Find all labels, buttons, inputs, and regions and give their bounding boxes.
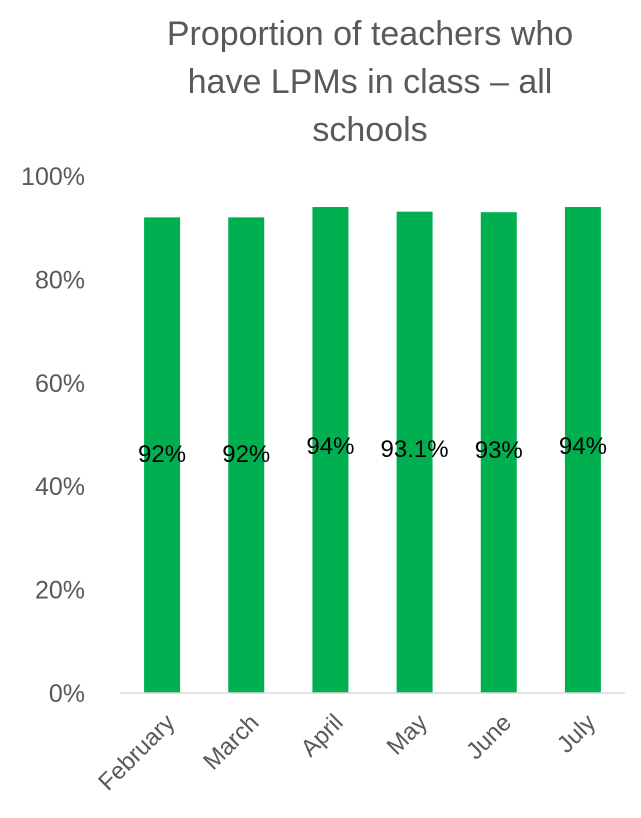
bar [480,212,517,693]
data-labels: 92% 92% 94% 93.1% 93% 94% [138,433,607,468]
chart-title-line-3: schools [312,111,428,149]
chart-title-line-1: Proportion of teachers who [166,15,574,53]
bar [228,217,265,694]
data-label: 93.1% [381,436,449,463]
data-label: 93% [475,437,523,464]
y-tick-label: 20% [35,577,85,605]
bar [396,211,433,693]
data-label: 94% [559,433,607,460]
data-label: 92% [138,441,186,468]
y-tick-label: 0% [49,680,85,708]
x-tick-label: March [198,709,264,775]
x-tick-label: February [93,709,180,796]
y-tick-label: 60% [35,370,85,398]
data-label: 94% [306,433,354,460]
x-tick-label: June [461,709,517,765]
chart-title-line-2: have LPMs in class – all [187,63,553,101]
bar [564,207,601,693]
bars [144,207,601,694]
x-tick-label: April [296,709,349,762]
y-tick-label: 100% [21,163,85,191]
x-axis: February March April May June July [93,709,601,796]
data-label: 92% [222,441,270,468]
chart-title: Proportion of teachers who have LPMs in … [120,10,620,154]
x-tick-label: May [382,709,433,760]
bar [312,207,349,693]
y-axis: 0% 20% 40% 60% 80% 100% [21,163,85,708]
bar [144,217,181,694]
x-tick-label: July [552,709,601,758]
y-tick-label: 80% [35,266,85,294]
y-tick-label: 40% [35,473,85,501]
